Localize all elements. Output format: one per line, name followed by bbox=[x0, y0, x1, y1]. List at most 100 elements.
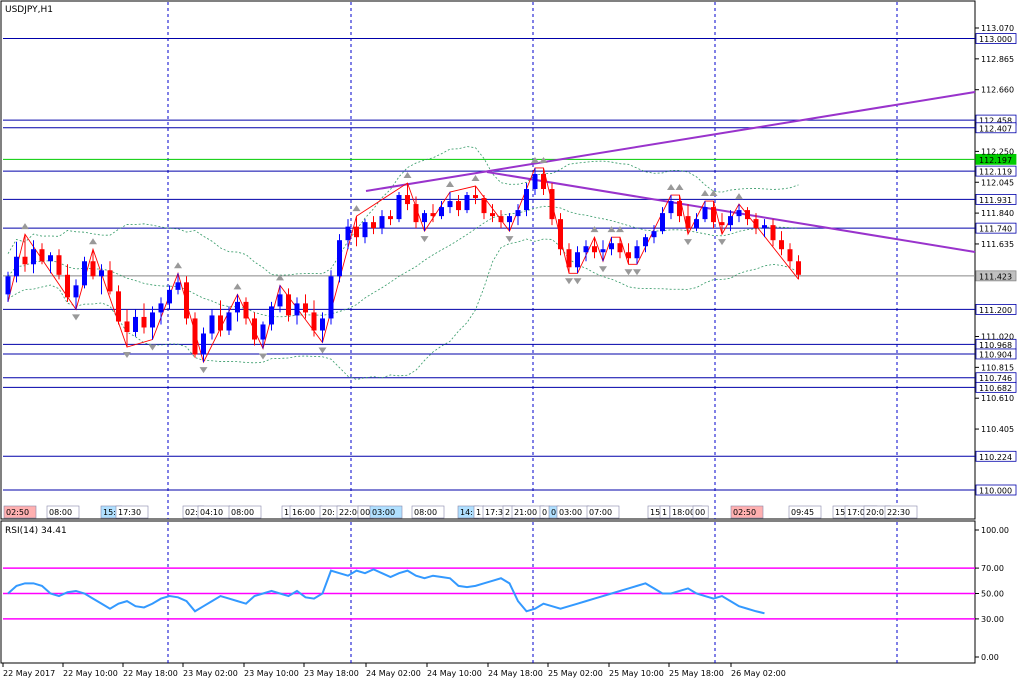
candle-body bbox=[226, 312, 232, 331]
candle-body bbox=[107, 270, 113, 292]
fractal-down-icon bbox=[123, 352, 131, 359]
event-label: 14: bbox=[460, 508, 473, 517]
time-tick-label: 23 May 18:00 bbox=[304, 669, 359, 678]
candle-body bbox=[779, 240, 784, 250]
candle-body bbox=[209, 315, 215, 334]
candle-body bbox=[719, 222, 725, 226]
candle-body bbox=[243, 301, 249, 319]
candle-body bbox=[31, 249, 36, 265]
level-label-box bbox=[975, 165, 1017, 177]
event-label: 08:00 bbox=[49, 508, 72, 517]
time-tick-label: 22 May 10:00 bbox=[63, 669, 118, 678]
event-label-box bbox=[115, 505, 149, 519]
candle-body bbox=[600, 249, 606, 253]
candle-body bbox=[566, 249, 572, 268]
band-middle bbox=[7, 205, 799, 318]
candle-body bbox=[685, 216, 691, 229]
time-tick-label: 23 May 10:00 bbox=[244, 669, 299, 678]
event-label: 08:00 bbox=[414, 508, 437, 517]
candle-body bbox=[736, 210, 742, 217]
event-label: 09:45 bbox=[791, 508, 814, 517]
level-label-box bbox=[975, 270, 1017, 282]
candle-body bbox=[524, 189, 529, 211]
rsi-tick-label: 70.00 bbox=[981, 564, 1004, 573]
level-label: 112.197 bbox=[979, 156, 1012, 165]
rsi-tick-label: 100.00 bbox=[981, 526, 1009, 535]
event-label: 02:50 bbox=[6, 508, 29, 517]
time-tick-label: 24 May 10:00 bbox=[427, 669, 482, 678]
candle-body bbox=[192, 318, 198, 355]
bollinger-bands bbox=[7, 146, 799, 380]
event-label: 21:00 bbox=[514, 508, 537, 517]
candle-body bbox=[90, 261, 96, 277]
event-label: 18:00 bbox=[672, 508, 695, 517]
candle-body bbox=[787, 249, 793, 262]
candle-body bbox=[558, 219, 563, 250]
fractal-up-icon bbox=[675, 184, 684, 191]
candle-body bbox=[549, 189, 555, 220]
price-tick-label: 110.610 bbox=[981, 394, 1014, 403]
rsi-frame bbox=[0, 520, 976, 664]
fractals bbox=[21, 156, 743, 374]
fractal-down-icon bbox=[573, 278, 582, 285]
fractal-down-icon bbox=[420, 236, 429, 243]
candle-body bbox=[617, 243, 623, 253]
fractal-up-icon bbox=[403, 172, 412, 179]
level-label: 111.200 bbox=[979, 306, 1012, 315]
candle-body bbox=[167, 289, 172, 304]
fractal-down-icon bbox=[148, 344, 157, 351]
candle-body bbox=[481, 198, 487, 214]
candle-body bbox=[388, 216, 393, 220]
price-axis: 113.070 112.865 112.660 112.250 112.045 111.8… bbox=[975, 24, 1014, 434]
candle-body bbox=[592, 246, 597, 253]
fractal-down-icon bbox=[259, 353, 267, 360]
candle-body bbox=[175, 282, 181, 290]
candle-body bbox=[609, 243, 614, 250]
candle-body bbox=[252, 318, 257, 340]
candle-body bbox=[141, 316, 147, 328]
candle-body bbox=[99, 270, 104, 277]
price-tick-label: 113.070 bbox=[981, 24, 1014, 33]
candle-body bbox=[235, 301, 240, 313]
fractal-up-icon bbox=[276, 274, 284, 281]
event-label-box bbox=[659, 505, 670, 519]
candle-body bbox=[286, 294, 291, 316]
event-label-box bbox=[692, 505, 709, 519]
fractal-down-icon bbox=[718, 239, 726, 246]
time-tick-label: 22 May 18:00 bbox=[123, 669, 178, 678]
candle-body bbox=[294, 303, 300, 316]
band-lower bbox=[7, 238, 799, 380]
candle-body bbox=[311, 312, 317, 331]
time-grid bbox=[167, 2, 898, 663]
candle-body bbox=[396, 195, 402, 220]
fractal-down-icon bbox=[505, 236, 514, 243]
candle-body bbox=[694, 219, 699, 229]
candle-body bbox=[668, 201, 674, 214]
level-label-box bbox=[975, 122, 1017, 134]
candle-body bbox=[464, 195, 470, 211]
time-tick-label: 23 May 02:00 bbox=[183, 669, 238, 678]
trend-line-up bbox=[365, 91, 976, 192]
candle-body bbox=[413, 204, 419, 223]
event-label: 02:50 bbox=[733, 508, 756, 517]
candle-body bbox=[796, 261, 801, 275]
candle-body bbox=[643, 237, 648, 247]
candle-body bbox=[116, 291, 121, 322]
candle-body bbox=[422, 213, 427, 223]
time-axis: 22 May 2017 22 May 10:00 22 May 18:00 23 Ma… bbox=[2, 663, 786, 678]
candle-body bbox=[728, 216, 733, 226]
candle-body bbox=[405, 195, 410, 205]
candle-body bbox=[354, 226, 359, 238]
fractal-up-icon bbox=[471, 175, 480, 182]
event-label: 17:00 bbox=[847, 508, 870, 517]
candle-body bbox=[39, 249, 45, 262]
level-label: 111.931 bbox=[979, 196, 1012, 205]
event-label: 1 bbox=[662, 508, 667, 517]
event-label-box bbox=[788, 505, 822, 519]
event-label: 03:00 bbox=[372, 508, 395, 517]
fractal-down-icon bbox=[633, 269, 641, 276]
price-tick-label: 111.840 bbox=[981, 209, 1014, 218]
event-label: 15: bbox=[103, 508, 116, 517]
